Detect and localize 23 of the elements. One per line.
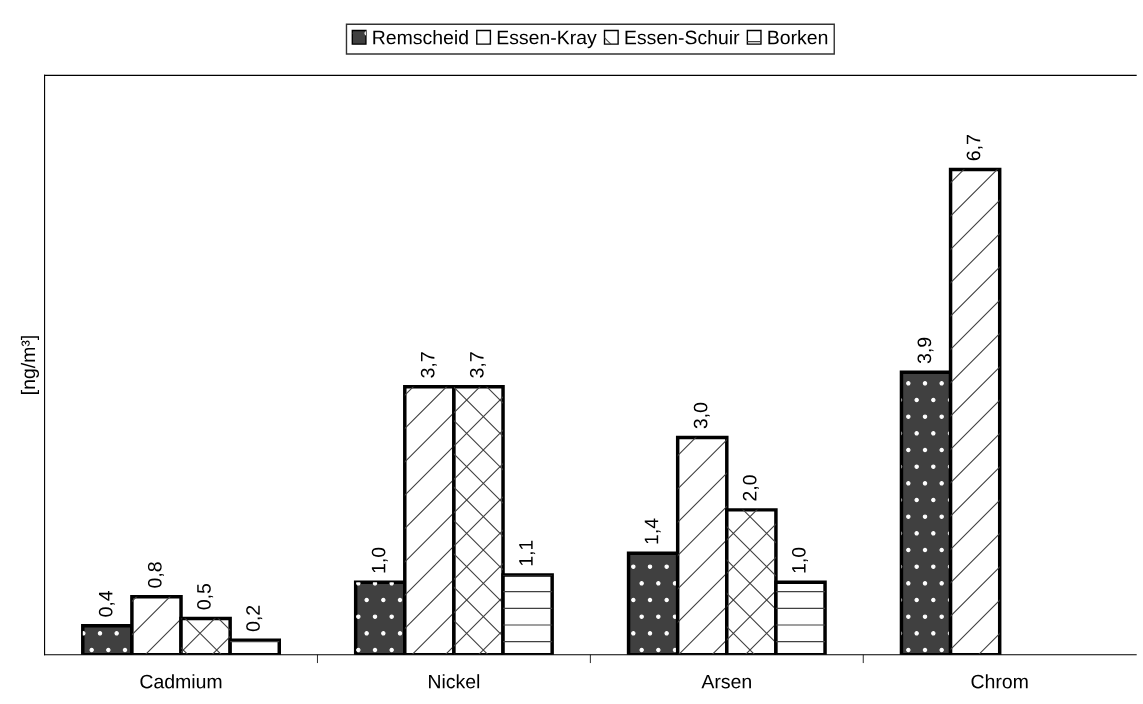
data-label: 3,9	[917, 337, 934, 364]
data-label: 3,0	[693, 402, 710, 429]
x-tick-label: Nickel	[429, 674, 480, 689]
legend-label: Essen-Kray	[497, 30, 597, 49]
data-label: 0,8	[147, 562, 164, 588]
data-label: 1,4	[644, 518, 661, 544]
x-tick-label: Arsen	[701, 674, 751, 689]
data-label: 3,7	[469, 352, 486, 378]
legend-label: Borken	[768, 30, 828, 45]
x-tick-label: Cadmium	[140, 674, 222, 689]
data-label: 1,1	[519, 540, 536, 566]
data-label: 0,4	[98, 590, 115, 617]
data-label: 3,7	[420, 352, 437, 378]
data-label: 6,7	[966, 135, 983, 161]
data-label: 2,0	[742, 475, 759, 501]
data-label: 1,0	[791, 547, 808, 573]
legend-label: Essen-Schuir	[625, 30, 740, 45]
data-label: 0,2	[246, 605, 263, 632]
data-label: 1,0	[371, 547, 388, 573]
x-tick-label: Chrom	[971, 674, 1028, 689]
data-label: 0,5	[197, 583, 214, 610]
y-axis-title: [ng/m³]	[20, 336, 40, 394]
legend-label: Remscheid	[373, 30, 468, 45]
